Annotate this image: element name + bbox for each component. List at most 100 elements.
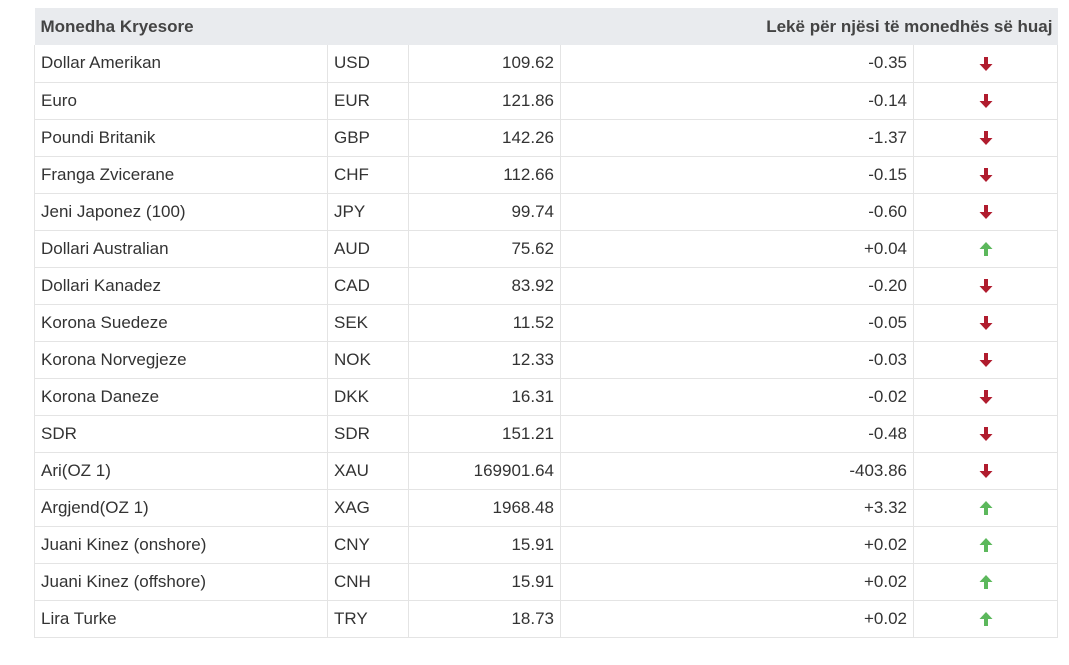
currency-name: Korona Suedeze (34, 304, 328, 342)
trend-cell (913, 378, 1058, 416)
table-row: Dollari Kanadez CAD 83.92 -0.20 (34, 267, 1058, 305)
exchange-rate: 99.74 (408, 193, 561, 231)
arrow-down-icon (979, 168, 992, 183)
arrow-up-icon (979, 538, 992, 553)
trend-cell (913, 156, 1058, 194)
exchange-rate: 11.52 (408, 304, 561, 342)
trend-cell (913, 452, 1058, 490)
table-row: Korona Suedeze SEK 11.52 -0.05 (34, 304, 1058, 342)
rate-change: -0.60 (560, 193, 914, 231)
table-row: Dollari Australian AUD 75.62 +0.04 (34, 230, 1058, 268)
currency-code: XAG (327, 489, 409, 527)
table-row: Jeni Japonez (100) JPY 99.74 -0.60 (34, 193, 1058, 231)
currency-name: Dollar Amerikan (34, 45, 328, 83)
rate-change: +0.04 (560, 230, 914, 268)
currency-name: Lira Turke (34, 600, 328, 638)
header-lek-per-unit: Lekë për njësi të monedhës së huaj (766, 16, 1053, 36)
exchange-rate: 142.26 (408, 119, 561, 157)
exchange-rate: 1968.48 (408, 489, 561, 527)
arrow-down-icon (979, 353, 992, 368)
currency-code: EUR (327, 82, 409, 120)
rate-change: +0.02 (560, 563, 914, 601)
arrow-up-icon (979, 575, 992, 590)
trend-cell (913, 341, 1058, 379)
arrow-down-icon (979, 56, 992, 71)
exchange-rates-panel: Monedha Kryesore Lekë për njësi të moned… (34, 8, 1058, 638)
currency-code: AUD (327, 230, 409, 268)
trend-cell (913, 119, 1058, 157)
trend-cell (913, 82, 1058, 120)
currency-name: Argjend(OZ 1) (34, 489, 328, 527)
rate-change: -0.03 (560, 341, 914, 379)
trend-cell (913, 45, 1058, 83)
arrow-down-icon (979, 94, 992, 109)
currency-code: NOK (327, 341, 409, 379)
exchange-rates-table: Monedha Kryesore Lekë për njësi të moned… (34, 8, 1058, 638)
trend-cell (913, 193, 1058, 231)
arrow-up-icon (979, 612, 992, 627)
trend-cell (913, 563, 1058, 601)
trend-cell (913, 230, 1058, 268)
table-row: Korona Norvegjeze NOK 12.33 -0.03 (34, 341, 1058, 379)
currency-code: USD (327, 45, 409, 83)
exchange-rate: 75.62 (408, 230, 561, 268)
exchange-rate: 169901.64 (408, 452, 561, 490)
currency-code: SEK (327, 304, 409, 342)
table-body: Dollar Amerikan USD 109.62 -0.35 Euro EUR 121.… (34, 45, 1058, 638)
currency-name: SDR (34, 415, 328, 453)
arrow-down-icon (979, 205, 992, 220)
rate-change: -0.48 (560, 415, 914, 453)
arrow-down-icon (979, 131, 992, 146)
currency-name: Dollari Kanadez (34, 267, 328, 305)
currency-code: XAU (327, 452, 409, 490)
exchange-rate: 112.66 (408, 156, 561, 194)
exchange-rate: 16.31 (408, 378, 561, 416)
currency-code: CNH (327, 563, 409, 601)
header-currency: Monedha Kryesore (40, 16, 194, 36)
table-row: Poundi Britanik GBP 142.26 -1.37 (34, 119, 1058, 157)
currency-code: CHF (327, 156, 409, 194)
currency-code: JPY (327, 193, 409, 231)
rate-change: -0.05 (560, 304, 914, 342)
table-row: Juani Kinez (offshore) CNH 15.91 +0.02 (34, 563, 1058, 601)
exchange-rate: 151.21 (408, 415, 561, 453)
rate-change: +0.02 (560, 526, 914, 564)
trend-cell (913, 415, 1058, 453)
exchange-rate: 121.86 (408, 82, 561, 120)
currency-name: Euro (34, 82, 328, 120)
table-row: Euro EUR 121.86 -0.14 (34, 82, 1058, 120)
table-row: Korona Daneze DKK 16.31 -0.02 (34, 378, 1058, 416)
currency-name: Poundi Britanik (34, 119, 328, 157)
table-header-row: Monedha Kryesore Lekë për njësi të moned… (34, 8, 1058, 45)
rate-change: +3.32 (560, 489, 914, 527)
rate-change: -0.14 (560, 82, 914, 120)
currency-code: CNY (327, 526, 409, 564)
currency-code: GBP (327, 119, 409, 157)
trend-cell (913, 304, 1058, 342)
trend-cell (913, 600, 1058, 638)
exchange-rate: 12.33 (408, 341, 561, 379)
table-row: Ari(OZ 1) XAU 169901.64 -403.86 (34, 452, 1058, 490)
arrow-up-icon (979, 501, 992, 516)
exchange-rate: 109.62 (408, 45, 561, 83)
currency-name: Juani Kinez (onshore) (34, 526, 328, 564)
exchange-rate: 15.91 (408, 563, 561, 601)
currency-code: SDR (327, 415, 409, 453)
arrow-down-icon (979, 464, 992, 479)
trend-cell (913, 526, 1058, 564)
currency-name: Korona Daneze (34, 378, 328, 416)
rate-change: -1.37 (560, 119, 914, 157)
table-row: Argjend(OZ 1) XAG 1968.48 +3.32 (34, 489, 1058, 527)
currency-code: DKK (327, 378, 409, 416)
currency-name: Korona Norvegjeze (34, 341, 328, 379)
currency-name: Juani Kinez (offshore) (34, 563, 328, 601)
currency-name: Dollari Australian (34, 230, 328, 268)
rate-change: -0.20 (560, 267, 914, 305)
arrow-down-icon (979, 390, 992, 405)
arrow-down-icon (979, 279, 992, 294)
table-row: Dollar Amerikan USD 109.62 -0.35 (34, 45, 1058, 83)
trend-cell (913, 489, 1058, 527)
rate-change: +0.02 (560, 600, 914, 638)
table-row: Franga Zvicerane CHF 112.66 -0.15 (34, 156, 1058, 194)
currency-name: Jeni Japonez (100) (34, 193, 328, 231)
